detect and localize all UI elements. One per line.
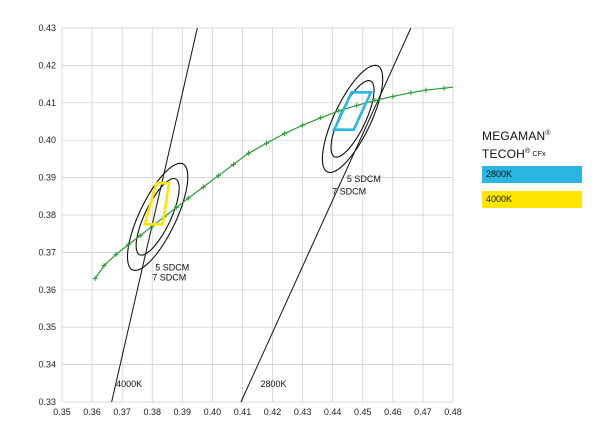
bin-quadrangle-2800K xyxy=(332,91,373,131)
x-tick-label: 0.41 xyxy=(234,407,252,417)
x-tick-label: 0.36 xyxy=(83,407,101,417)
x-tick-label: 0.40 xyxy=(204,407,222,417)
sdcm-label: 7 SDCM xyxy=(332,186,366,196)
cct-isotherms xyxy=(111,27,412,403)
locus-point-marker xyxy=(264,140,270,146)
x-tick-label: 0.46 xyxy=(384,407,402,417)
isotherm-label: 4000K xyxy=(116,379,142,389)
y-tick-label: 0.40 xyxy=(38,135,56,145)
legend-swatch-4000k: 4000K xyxy=(482,191,582,208)
y-tick-label: 0.38 xyxy=(38,210,56,220)
y-tick-label: 0.36 xyxy=(38,285,56,295)
bin-quadrangle-4000K xyxy=(142,181,171,226)
brand-line2: TECOH xyxy=(482,147,525,161)
legend-brand-line2: TECOH® CFx xyxy=(482,144,582,162)
locus-point-marker xyxy=(185,195,191,201)
locus-point-marker xyxy=(354,102,360,108)
x-axis-ticks: 0.35 0.36 0.37 0.38 0.39 0.40 0.41 0.42 0.43 0.44… xyxy=(53,407,462,417)
sdcm-label: 7 SDCM xyxy=(152,272,186,282)
isotherm-line xyxy=(240,27,412,403)
isotherm-line xyxy=(111,27,198,403)
x-tick-label: 0.37 xyxy=(113,407,131,417)
locus-point-marker xyxy=(113,251,119,257)
sdcm-label: 5 SDCM xyxy=(155,262,189,272)
y-tick-label: 0.34 xyxy=(38,360,56,370)
legend-swatch-2800k: 2800K xyxy=(482,166,582,183)
locus-point-marker xyxy=(137,233,143,239)
locus-point-marker xyxy=(423,87,429,93)
locus-point-marker xyxy=(390,93,396,99)
locus-point-marker xyxy=(101,262,107,268)
y-tick-label: 0.43 xyxy=(38,23,56,33)
isotherm-label: 2800K xyxy=(261,379,287,389)
x-tick-label: 0.48 xyxy=(444,407,462,417)
x-tick-label: 0.47 xyxy=(414,407,432,417)
sdcm-ellipse xyxy=(321,64,384,173)
sdcm-label: 5 SDCM xyxy=(347,174,381,184)
y-axis-ticks: 0.33 0.34 0.35 0.36 0.37 0.38 0.39 0.40 0.41 0.42… xyxy=(38,23,56,407)
legend: MEGAMAN® TECOH® CFx 2800K 4000K xyxy=(482,126,582,208)
locus-point-marker xyxy=(230,162,236,168)
x-tick-label: 0.45 xyxy=(354,407,372,417)
y-tick-label: 0.42 xyxy=(38,60,56,70)
grid-lines xyxy=(61,27,454,403)
model-name: CFx xyxy=(532,151,546,158)
locus-point-marker xyxy=(282,130,288,136)
locus-point-marker xyxy=(92,276,98,282)
brand-reg-mark-2: ® xyxy=(525,148,531,155)
brand-line1: MEGAMAN xyxy=(482,129,546,143)
x-tick-label: 0.35 xyxy=(53,407,71,417)
x-tick-label: 0.44 xyxy=(324,407,342,417)
locus-point-marker xyxy=(125,242,131,248)
locus-point-marker xyxy=(173,205,179,211)
x-tick-label: 0.42 xyxy=(264,407,282,417)
sdcm-ellipse xyxy=(126,162,189,271)
locus-point-marker xyxy=(300,122,306,128)
bin-quadrangles xyxy=(142,91,373,226)
x-tick-label: 0.38 xyxy=(143,407,161,417)
x-tick-label: 0.43 xyxy=(294,407,312,417)
locus-point-marker xyxy=(318,115,324,121)
planckian-locus xyxy=(92,85,454,282)
y-tick-label: 0.41 xyxy=(38,98,56,108)
locus-point-marker xyxy=(336,108,342,114)
y-tick-label: 0.37 xyxy=(38,247,56,257)
sdcm-ellipse xyxy=(135,178,180,256)
locus-point-marker xyxy=(245,150,251,156)
y-tick-label: 0.33 xyxy=(38,397,56,407)
locus-point-marker xyxy=(441,85,447,91)
locus-point-marker xyxy=(408,90,414,96)
y-tick-label: 0.39 xyxy=(38,173,56,183)
locus-point-marker xyxy=(372,98,378,104)
locus-line xyxy=(94,86,454,279)
locus-point-marker xyxy=(200,184,206,190)
x-tick-label: 0.39 xyxy=(174,407,192,417)
locus-point-marker xyxy=(215,173,221,179)
y-tick-label: 0.35 xyxy=(38,322,56,332)
legend-brand: MEGAMAN® xyxy=(482,126,582,144)
brand-reg-mark-1: ® xyxy=(545,130,551,137)
